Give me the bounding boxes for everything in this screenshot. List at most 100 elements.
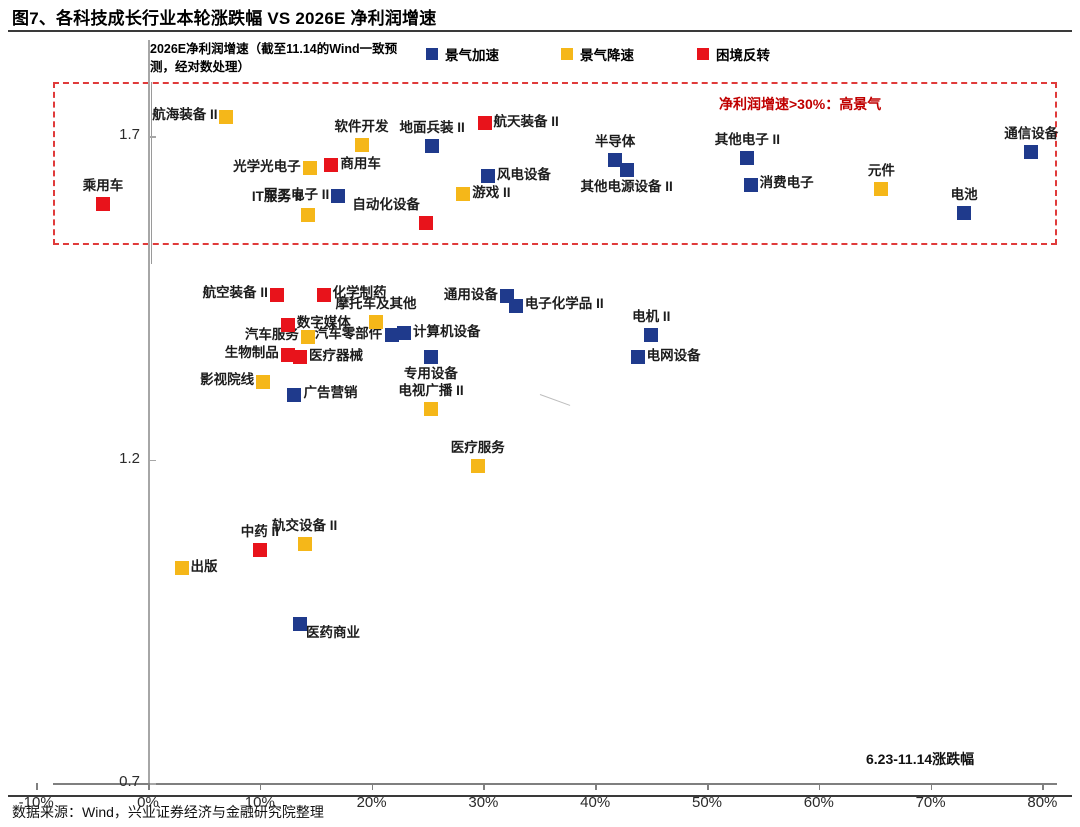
source-note: 数据来源：Wind，兴业证券经济与金融研究院整理 — [12, 804, 324, 820]
page-title: 图7、各科技成长行业本轮涨跌幅 VS 2026E 净利润增速 — [12, 9, 437, 28]
data-point[interactable] — [303, 161, 318, 176]
x-tick-label: 80% — [1027, 794, 1058, 811]
data-point-label: 汽车零部件 — [314, 325, 383, 341]
data-point[interactable] — [743, 177, 758, 192]
data-point-label: 摩托车及其他 — [335, 296, 417, 312]
data-point[interactable] — [619, 162, 634, 177]
data-point-label: 专用设备 — [403, 366, 458, 382]
data-point-label: 出版 — [190, 558, 218, 574]
data-point-label: 电视广播 II — [398, 383, 464, 399]
data-point[interactable] — [269, 287, 284, 302]
data-point[interactable] — [477, 116, 492, 131]
legend-swatch-navy — [426, 48, 438, 60]
title-divider — [8, 30, 1072, 32]
data-point[interactable] — [293, 617, 308, 632]
data-point[interactable] — [1024, 144, 1039, 159]
data-point[interactable] — [300, 329, 315, 344]
data-point[interactable] — [384, 328, 399, 343]
data-point-label: 风电设备 — [496, 166, 551, 182]
data-point-label: 化学制药 — [332, 285, 387, 300]
data-point[interactable] — [423, 402, 438, 417]
data-point-label: 中药 II — [240, 524, 280, 540]
high-growth-region-box — [53, 82, 1057, 245]
data-point[interactable] — [287, 387, 302, 402]
data-point[interactable] — [331, 189, 346, 204]
special-equipment-leader-line — [539, 394, 571, 406]
y-tick-mark — [148, 459, 156, 461]
x-axis — [53, 783, 1057, 785]
legend-item-0[interactable]: 景气加速 — [426, 44, 499, 64]
y-axis — [148, 40, 150, 783]
data-point[interactable] — [174, 561, 189, 576]
legend-item-1[interactable]: 景气降速 — [561, 44, 634, 64]
x-tick-mark — [1042, 783, 1044, 790]
data-point[interactable] — [644, 328, 659, 343]
data-point-label: 数字媒体 — [296, 315, 351, 331]
data-point[interactable] — [456, 187, 471, 202]
data-point-label: 影视院线 — [200, 372, 255, 388]
data-point[interactable] — [608, 152, 623, 167]
data-point[interactable] — [316, 287, 331, 302]
data-point[interactable] — [354, 138, 369, 153]
y-tick-mark — [148, 136, 156, 138]
x-tick-label: -10% — [18, 794, 54, 811]
data-point-label: 通信设备 — [1004, 125, 1059, 141]
data-point-label: 其他电源设备 II — [580, 178, 673, 194]
data-point-label: 生物制品 — [224, 345, 279, 361]
legend-swatch-gold — [561, 48, 573, 60]
data-point[interactable] — [280, 347, 295, 362]
x-tick-mark — [707, 783, 709, 790]
data-point[interactable] — [508, 298, 523, 313]
x-tick-mark — [148, 783, 150, 790]
data-point[interactable] — [293, 350, 308, 365]
data-point-label: 地面兵装 II — [399, 119, 465, 135]
data-point[interactable] — [957, 205, 972, 220]
x-tick-label: 40% — [580, 794, 611, 811]
data-point-label: 电池 — [950, 186, 978, 202]
data-point-label: 轨交设备 II — [272, 517, 338, 533]
scatter-chart: 2026E净利润增速（截至11.14的Wind一致预测，经对数处理） 景气加速 … — [0, 32, 1080, 811]
period-annotation: 6.23-11.14涨跌幅 — [866, 751, 975, 767]
data-point[interactable] — [280, 317, 295, 332]
x-tick-label: 50% — [691, 794, 723, 811]
data-point[interactable] — [96, 196, 111, 211]
data-point-label: 电机 II — [632, 309, 671, 325]
axis-title-leader-line — [151, 82, 152, 264]
data-point[interactable] — [740, 150, 755, 165]
data-point[interactable] — [252, 543, 267, 558]
data-point[interactable] — [297, 536, 312, 551]
legend-item-2[interactable]: 困境反转 — [697, 44, 770, 64]
data-point[interactable] — [874, 182, 889, 197]
data-point-label: 通用设备 — [443, 286, 498, 302]
data-point-label: 元件 — [867, 163, 895, 179]
data-point[interactable] — [219, 109, 234, 124]
data-point[interactable] — [480, 169, 495, 184]
data-point-label: 光学光电子 — [233, 158, 301, 174]
data-point[interactable] — [397, 326, 412, 341]
data-point[interactable] — [256, 374, 271, 389]
data-point-label: 其他电子 II — [714, 131, 780, 147]
data-point-label: 软件开发 — [334, 119, 389, 135]
data-point[interactable] — [324, 158, 339, 173]
data-point-label: 游戏 II — [472, 184, 511, 200]
x-tick-label: 60% — [803, 794, 834, 811]
legend-label-2: 困境反转 — [716, 48, 770, 63]
data-point[interactable] — [470, 458, 485, 473]
data-point-label: 乘用车 — [82, 177, 124, 193]
data-point-label: 消费电子 — [759, 175, 814, 191]
data-point-label: 航空装备 II — [202, 285, 268, 300]
x-tick-mark — [36, 783, 38, 790]
y-tick-label: 0.7 — [119, 773, 140, 790]
data-point[interactable] — [300, 207, 315, 222]
data-point[interactable] — [423, 350, 438, 365]
x-tick-label: 20% — [356, 794, 387, 811]
y-axis-title: 2026E净利润增速（截至11.14的Wind一致预测，经对数处理） — [150, 42, 398, 74]
data-point[interactable] — [630, 350, 645, 365]
data-point[interactable] — [419, 216, 434, 231]
x-tick-mark — [371, 783, 374, 790]
data-point[interactable] — [424, 138, 439, 153]
data-point[interactable] — [369, 315, 384, 330]
x-tick-mark — [259, 783, 262, 790]
data-point-label: 自动化设备 — [352, 197, 420, 213]
x-tick-label: 30% — [468, 794, 499, 811]
